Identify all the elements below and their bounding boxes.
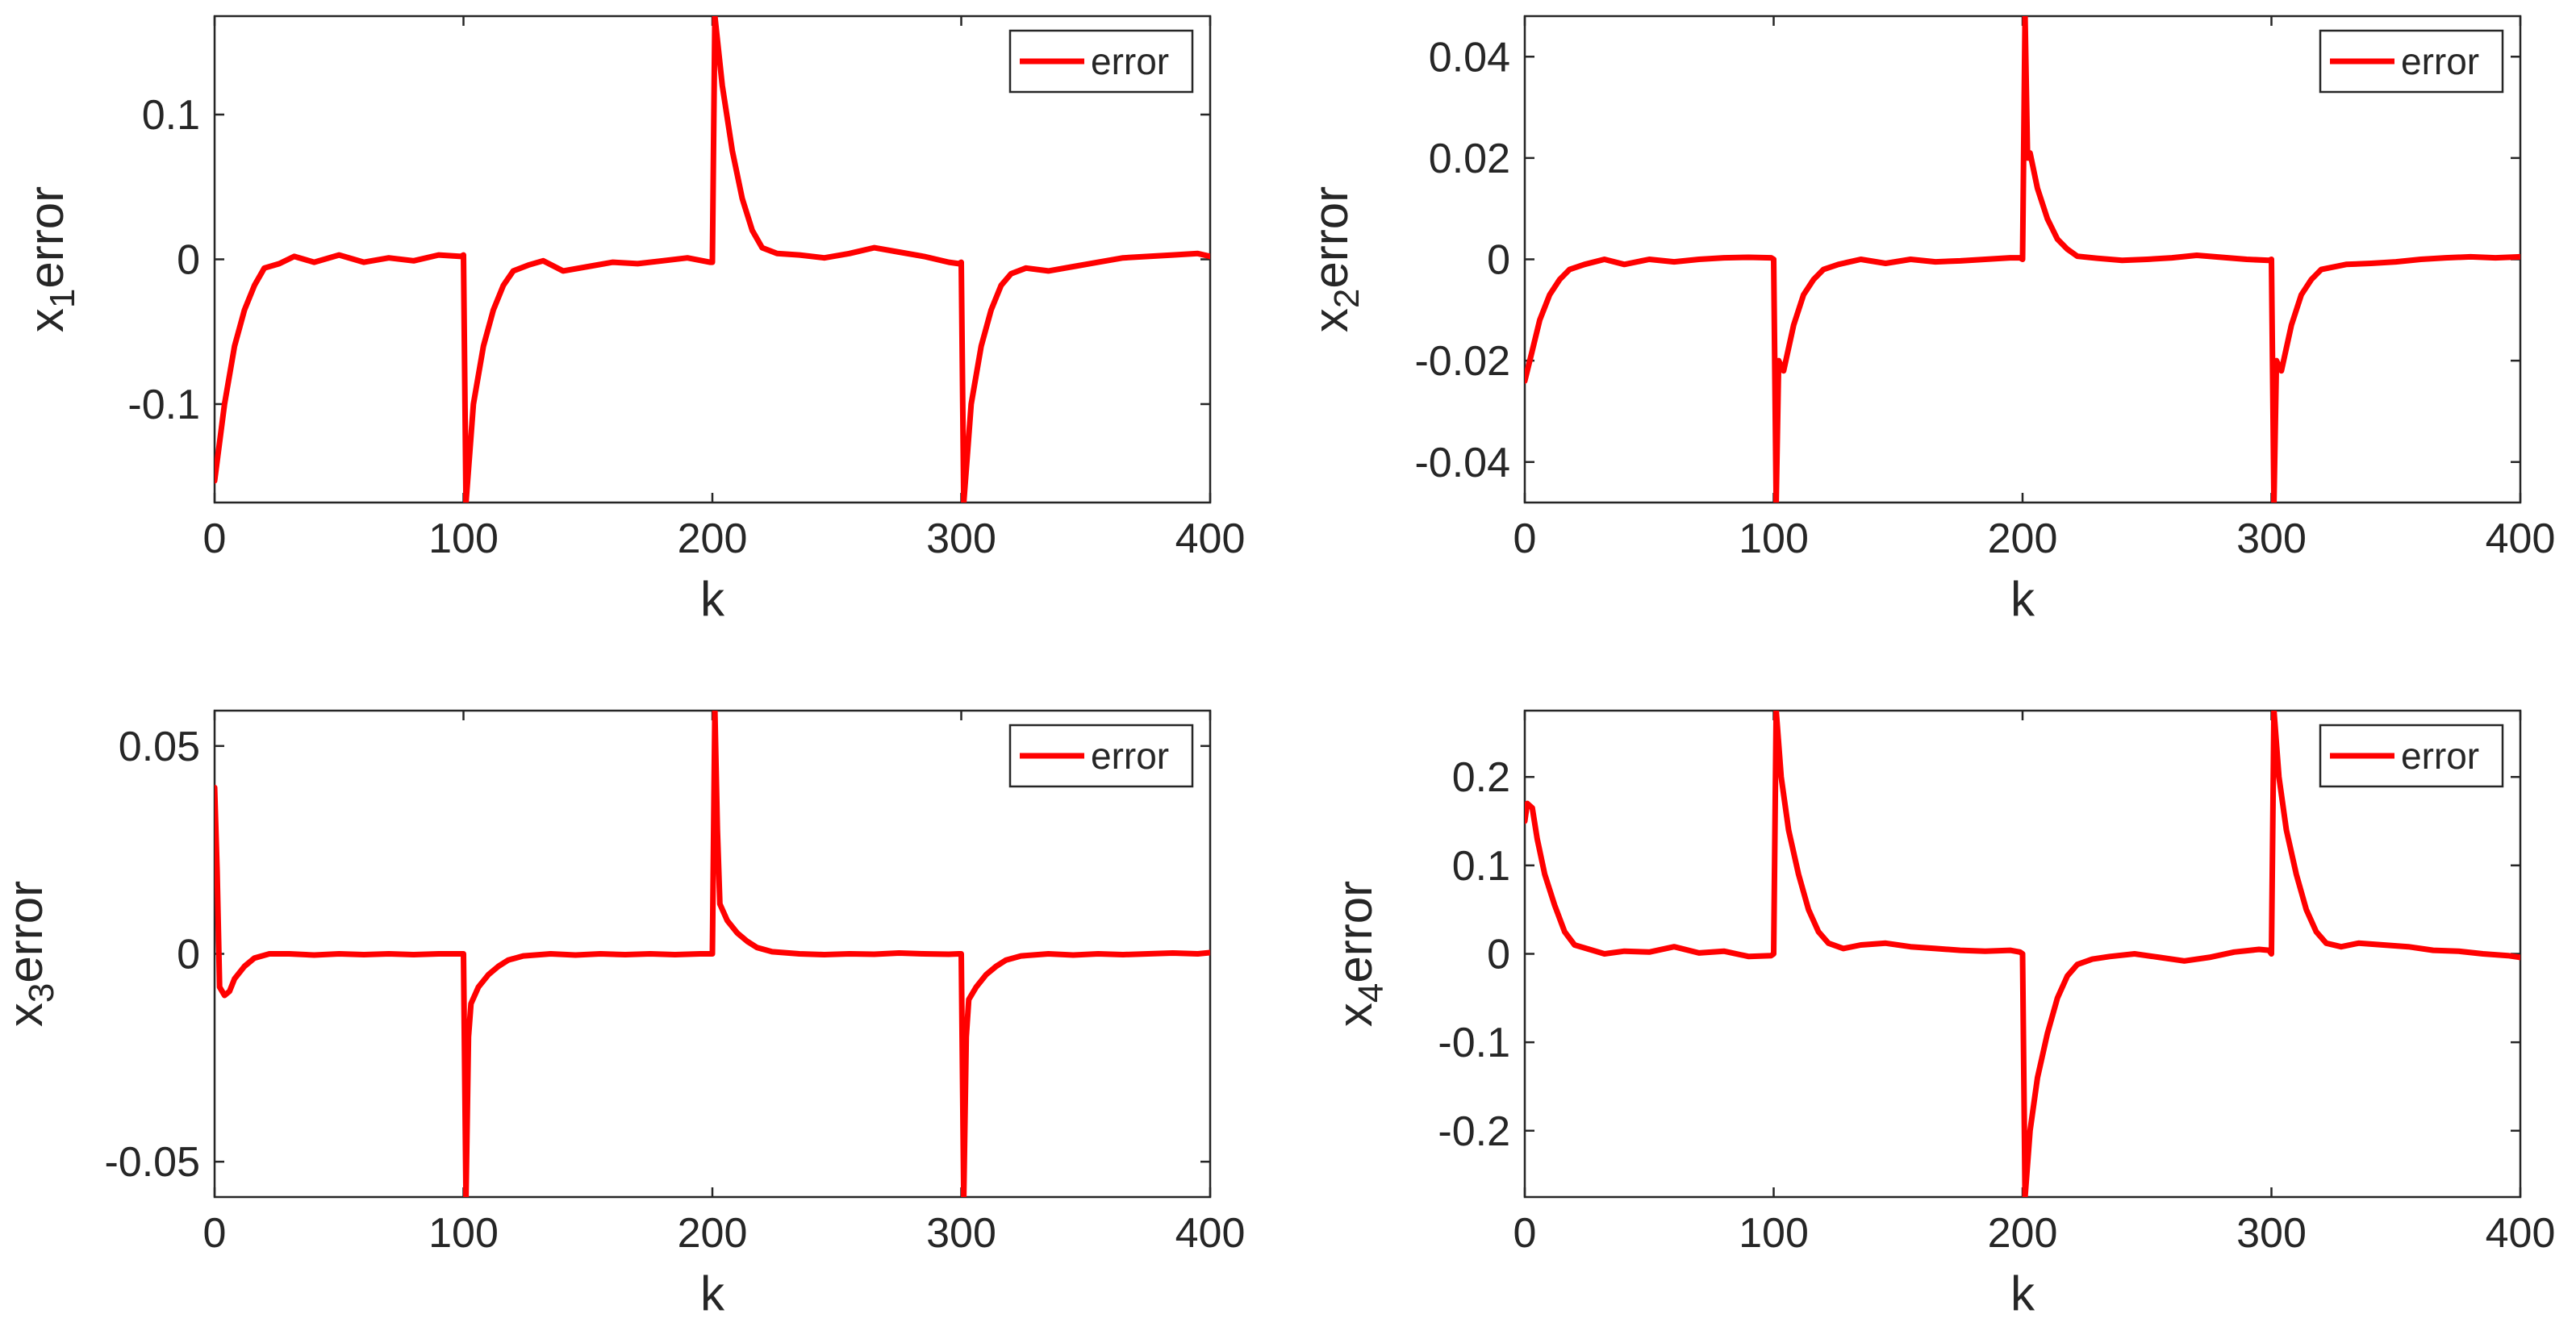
- y-tick-label: 0: [1487, 237, 1510, 284]
- y-axis-label: x1error: [19, 186, 82, 332]
- x-tick-label: 100: [428, 1210, 499, 1257]
- x-tick-label: 200: [1988, 1210, 2058, 1257]
- subplot-1: 0 100 200 300 400 -0.1 0 0.1 k x1error error: [19, 15, 1246, 626]
- subplot-2: 0 100 200 300 400 -0.04 -0.02 0 0.02 0.04 k x2error…: [1304, 15, 2556, 626]
- legend: error: [1008, 724, 1194, 788]
- x-tick-label: 300: [926, 515, 996, 562]
- y-axis-label: x4error: [1328, 881, 1391, 1027]
- x-tick-label: 100: [428, 515, 499, 562]
- legend: error: [1008, 29, 1194, 94]
- x-axis-label: k: [2010, 572, 2035, 626]
- legend-entry: error: [2401, 735, 2479, 777]
- x-tick-label: 400: [2486, 1210, 2556, 1257]
- y-tick-label: 0.04: [1429, 34, 1510, 81]
- y-tick-label: 0.1: [1452, 843, 1510, 890]
- y-tick-label: -0.2: [1438, 1108, 1510, 1155]
- x-tick-label: 0: [1513, 515, 1537, 562]
- series-line-error: [215, 16, 1210, 503]
- x-tick-label: 200: [1988, 515, 2058, 562]
- legend: error: [2319, 29, 2504, 94]
- x-tick-label: 300: [2236, 1210, 2307, 1257]
- y-tick-label: 0.05: [119, 724, 200, 770]
- x-axis-label: k: [700, 572, 725, 626]
- x-tick-label: 300: [926, 1210, 996, 1257]
- subplot-4: 0 100 200 300 400 -0.2 -0.1 0 0.1 0.2 k x4error erro…: [1328, 709, 2556, 1320]
- y-tick-label: 0: [1487, 932, 1510, 978]
- x-tick-label: 200: [678, 1210, 748, 1257]
- x-tick-label: 0: [203, 1210, 227, 1257]
- y-tick-label: 0.02: [1429, 136, 1510, 182]
- y-tick-label: -0.02: [1414, 338, 1510, 385]
- y-tick-label: -0.04: [1414, 440, 1510, 486]
- y-axis-label: x2error: [1304, 186, 1367, 332]
- x-tick-label: 100: [1739, 1210, 1809, 1257]
- legend-entry: error: [1091, 40, 1169, 82]
- x-tick-label: 0: [203, 515, 227, 562]
- y-tick-label: 0.1: [142, 92, 200, 139]
- legend-entry: error: [1091, 735, 1169, 777]
- x-tick-label: 300: [2236, 515, 2307, 562]
- series-line-error: [1525, 16, 2520, 503]
- x-tick-label: 400: [1175, 515, 1246, 562]
- y-axis-label: x3error: [0, 881, 61, 1027]
- x-tick-label: 0: [1513, 1210, 1537, 1257]
- y-tick-label: -0.05: [104, 1139, 200, 1186]
- series-line-error: [215, 711, 1210, 1197]
- legend-entry: error: [2401, 40, 2479, 82]
- series-line-error: [1525, 711, 2520, 1197]
- y-tick-label: -0.1: [127, 382, 200, 428]
- x-tick-label: 400: [2486, 515, 2556, 562]
- y-tick-label: 0: [177, 932, 200, 978]
- x-axis-label: k: [700, 1266, 725, 1320]
- x-tick-label: 200: [678, 515, 748, 562]
- x-tick-label: 100: [1739, 515, 1809, 562]
- y-tick-label: -0.1: [1438, 1020, 1510, 1066]
- x-tick-label: 400: [1175, 1210, 1246, 1257]
- y-tick-label: 0: [177, 237, 200, 284]
- x-axis-label: k: [2010, 1266, 2035, 1320]
- y-tick-label: 0.2: [1452, 754, 1510, 801]
- legend: error: [2319, 724, 2504, 788]
